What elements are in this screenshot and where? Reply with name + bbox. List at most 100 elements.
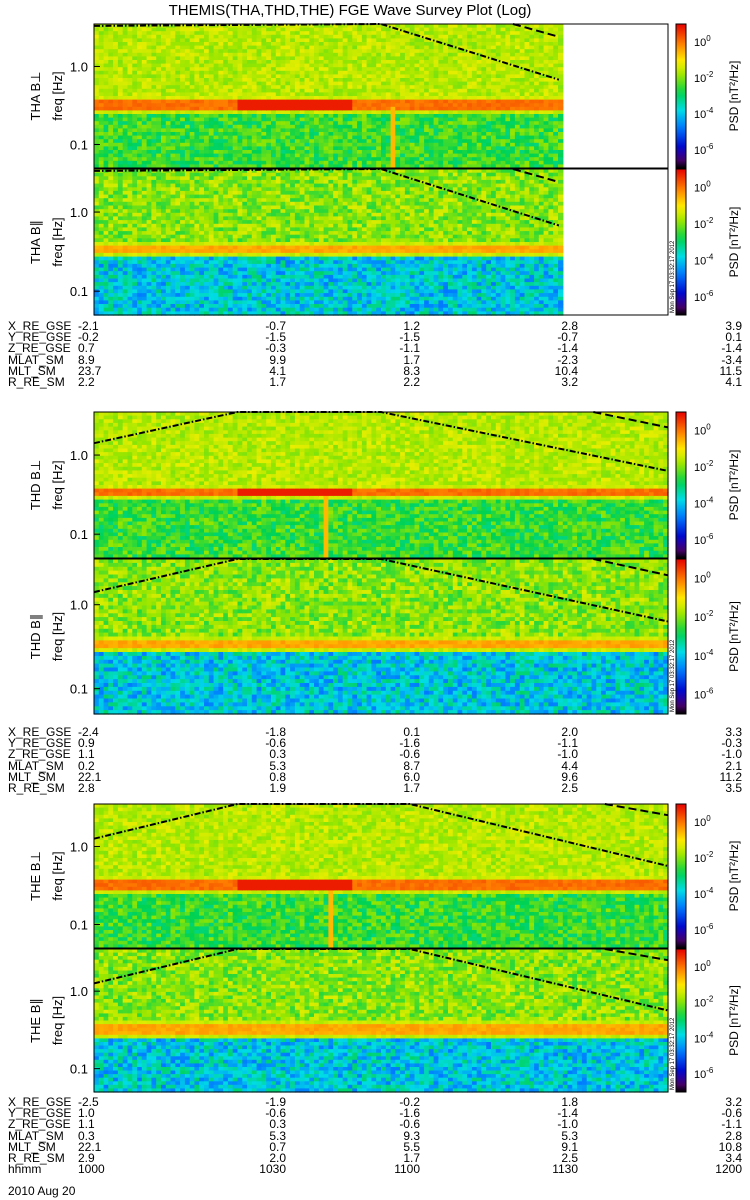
spectrogram-cell: [261, 53, 266, 57]
spectrogram-cell: [548, 53, 553, 57]
spectrogram-cell: [319, 28, 324, 32]
spectrogram-cell: [505, 38, 510, 42]
spectrogram-cell: [496, 74, 501, 78]
spectrogram-cell: [175, 150, 180, 154]
spectrogram-cell: [185, 110, 190, 114]
spectrogram-cell: [214, 42, 219, 46]
spectrogram-cell: [199, 289, 204, 293]
spectrogram-cell: [362, 96, 367, 100]
spectrogram-cell: [314, 64, 319, 68]
spectrogram-cell: [151, 110, 156, 114]
spectrogram-cell: [410, 136, 415, 140]
spectrogram-cell: [477, 49, 482, 53]
spectrogram-cell: [132, 271, 137, 275]
spectrogram-cell: [276, 74, 281, 78]
spectrogram-cell: [180, 191, 185, 195]
spectrogram-cell: [501, 110, 506, 114]
spectrogram-cell: [553, 125, 558, 129]
spectrogram-cell: [123, 191, 128, 195]
spectrogram-cell: [424, 157, 429, 161]
spectrogram-cell: [233, 103, 238, 107]
spectrogram-cell: [214, 110, 219, 114]
spectrogram-cell: [534, 42, 539, 46]
spectrogram-cell: [171, 31, 176, 35]
spectrogram-cell: [553, 154, 558, 158]
spectrogram-cell: [271, 38, 276, 42]
spectrogram-cell: [515, 136, 520, 140]
spectrogram-cell: [156, 121, 161, 125]
spectrogram-cell: [108, 146, 113, 150]
spectrogram-cell: [443, 89, 448, 93]
spectrogram-cell: [558, 110, 563, 114]
spectrogram-cell: [171, 154, 176, 158]
spectrogram-cell: [99, 89, 104, 93]
spectrogram-cell: [132, 121, 137, 125]
spectrogram-cell: [247, 74, 252, 78]
spectrogram-cell: [209, 71, 214, 75]
spectrogram-cell: [223, 28, 228, 32]
spectrogram-cell: [381, 118, 386, 122]
spectrogram-cell: [529, 64, 534, 68]
spectrogram-cell: [553, 24, 558, 28]
spectrogram-cell: [132, 103, 137, 107]
spectrogram-cell: [242, 107, 247, 111]
spectrogram-cell: [123, 121, 128, 125]
spectrogram-cell: [214, 202, 219, 206]
spectrogram-cell: [123, 107, 128, 111]
spectrogram-cell: [156, 96, 161, 100]
spectrogram-cell: [300, 143, 305, 147]
spectrogram-cell: [558, 60, 563, 64]
spectrogram-cell: [544, 100, 549, 104]
spectrogram-cell: [467, 42, 472, 46]
spectrogram-cell: [486, 53, 491, 57]
spectrogram-cell: [137, 253, 142, 257]
spectrogram-cell: [104, 157, 109, 161]
spectrogram-cell: [204, 139, 209, 143]
spectrogram-cell: [209, 293, 214, 297]
spectrogram-cell: [281, 82, 286, 86]
spectrogram-cell: [395, 136, 400, 140]
spectrogram-cell: [233, 114, 238, 118]
spectrogram-cell: [261, 78, 266, 82]
spectrogram-cell: [104, 308, 109, 312]
spectrogram-cell: [242, 82, 247, 86]
spectrogram-cell: [233, 64, 238, 68]
spectrogram-cell: [529, 60, 534, 64]
spectrogram-cell: [137, 206, 142, 210]
spectrogram-cell: [161, 150, 166, 154]
spectrogram-cell: [453, 146, 458, 150]
spectrogram-cell: [94, 304, 99, 308]
spectrogram-cell: [142, 282, 147, 286]
spectrogram-cell: [123, 49, 128, 53]
spectrogram-cell: [209, 202, 214, 206]
spectrogram-cell: [400, 92, 405, 96]
spectrogram-cell: [156, 78, 161, 82]
spectrogram-cell: [534, 136, 539, 140]
spectrogram-cell: [309, 100, 314, 104]
spectrogram-cell: [281, 64, 286, 68]
spectrogram-cell: [233, 71, 238, 75]
spectrogram-cell: [491, 92, 496, 96]
spectrogram-cell: [128, 308, 133, 312]
spectrogram-cell: [257, 28, 262, 32]
spectrogram-cell: [357, 42, 362, 46]
spectrogram-cell: [419, 38, 424, 42]
spectrogram-cell: [328, 31, 333, 35]
spectrogram-cell: [108, 46, 113, 50]
spectrogram-cell: [534, 150, 539, 154]
spectrogram-cell: [458, 82, 463, 86]
spectrogram-cell: [324, 139, 329, 143]
spectrogram-cell: [151, 154, 156, 158]
spectrogram-cell: [151, 246, 156, 250]
spectrogram-cell: [462, 107, 467, 111]
spectrogram-cell: [223, 53, 228, 57]
spectrogram-cell: [501, 38, 506, 42]
spectrogram-cell: [252, 85, 257, 89]
spectrogram-cell: [367, 71, 372, 75]
spectrogram-cell: [314, 161, 319, 165]
spectrogram-cell: [376, 28, 381, 32]
spectrogram-cell: [319, 154, 324, 158]
spectrogram-cell: [400, 96, 405, 100]
spectrogram-cell: [218, 46, 223, 50]
spectrogram-cell: [161, 191, 166, 195]
